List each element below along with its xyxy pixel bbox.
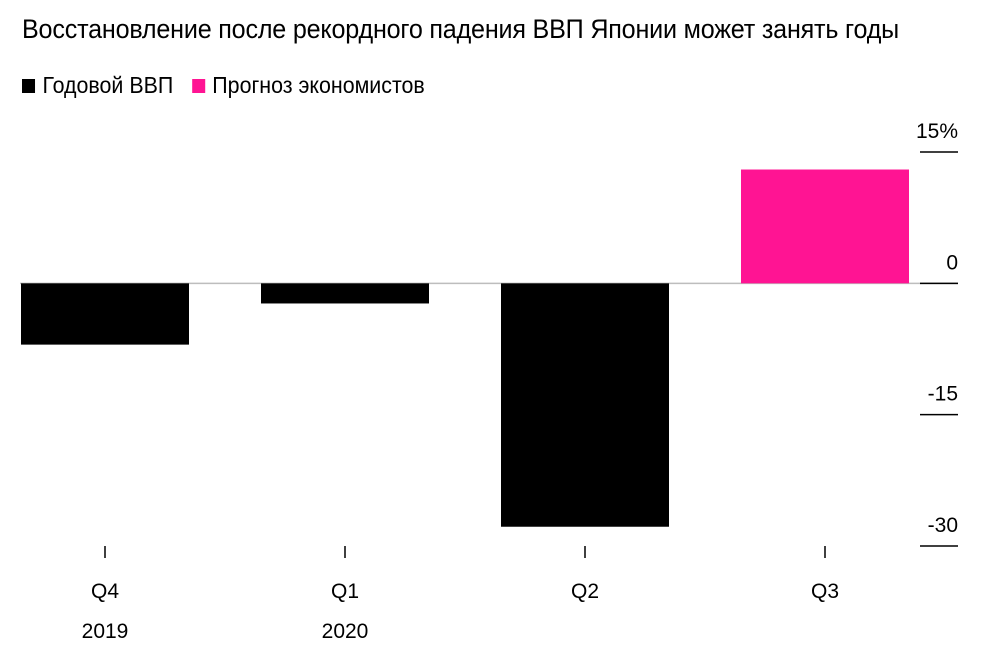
x-tick-label: Q4 <box>91 580 119 603</box>
bar-forecast <box>741 169 909 284</box>
legend-item-forecast: Прогноз экономистов <box>191 72 425 99</box>
legend-label-forecast: Прогноз экономистов <box>212 72 425 98</box>
y-tick-label: 0 <box>946 251 958 274</box>
legend: Годовой ВВП Прогноз экономистов <box>22 72 443 99</box>
legend-swatch-actual <box>22 78 36 93</box>
bar-actual <box>261 283 429 304</box>
y-tick-label: 15% <box>916 120 958 143</box>
x-tick-label: Q3 <box>811 580 839 603</box>
legend-item-actual: Годовой ВВП <box>22 72 173 99</box>
legend-label-actual: Годовой ВВП <box>42 72 174 98</box>
x-tick-year-label: 2019 <box>82 620 129 643</box>
x-tick-year-label: 2020 <box>322 620 369 643</box>
x-tick-label: Q2 <box>571 580 599 603</box>
y-tick-label: -30 <box>928 514 958 537</box>
bar-actual <box>21 283 189 345</box>
bar-actual <box>501 283 669 527</box>
legend-swatch-forecast <box>191 78 205 93</box>
y-tick-label: -15 <box>928 383 958 406</box>
chart-title: Восстановление после рекордного падения … <box>22 14 900 44</box>
x-tick-label: Q1 <box>331 580 359 603</box>
